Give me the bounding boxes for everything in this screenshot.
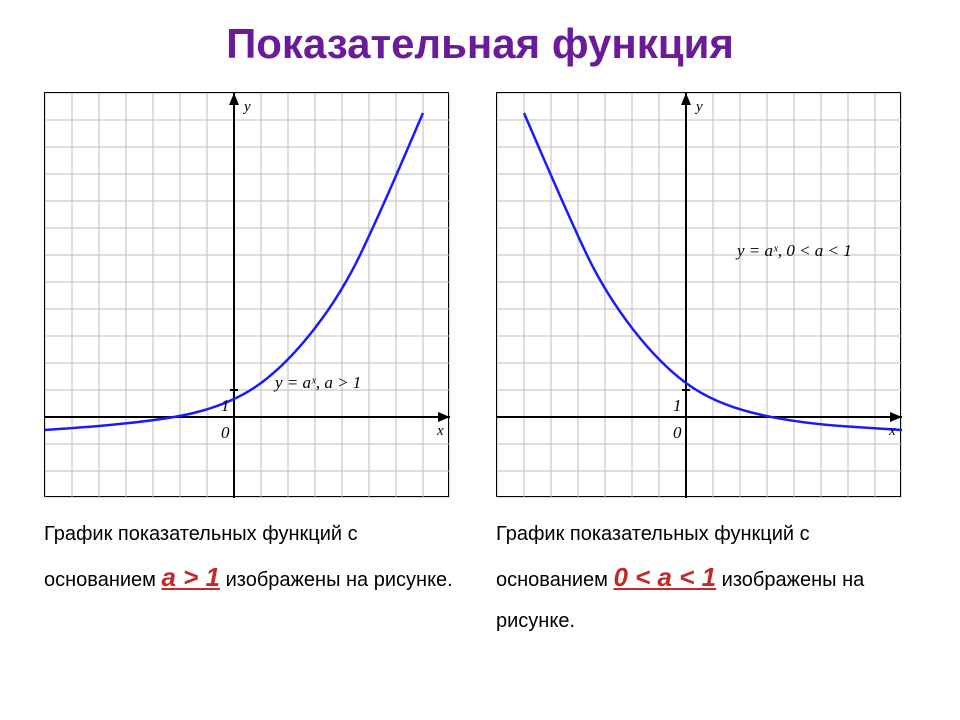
chart-left-caption: График показательных функций с основание… xyxy=(44,515,464,602)
caption-left-suffix: изображены на рисунке. xyxy=(220,569,453,591)
chart-right-formula-label: y = aˣ, 0 < a < 1 xyxy=(737,241,852,261)
chart-right-svg xyxy=(497,93,902,498)
chart-left-tick-1: 1 xyxy=(221,396,230,416)
chart-right-x-axis-label: x xyxy=(889,423,896,440)
chart-right-origin-label: 0 xyxy=(673,423,682,443)
chart-right-y-axis-label: y xyxy=(696,99,703,116)
chart-column-left: y = aˣ, a > 1 1 0 x y График показательн… xyxy=(44,92,464,640)
caption-right-condition: 0 < a < 1 xyxy=(613,562,716,592)
chart-left: y = aˣ, a > 1 1 0 x y xyxy=(44,92,449,497)
caption-left-condition: a > 1 xyxy=(161,562,220,592)
chart-right-caption: График показательных функций с основание… xyxy=(496,515,916,640)
charts-row: y = aˣ, a > 1 1 0 x y График показательн… xyxy=(0,92,960,640)
chart-left-formula-label: y = aˣ, a > 1 xyxy=(275,373,361,393)
chart-left-x-axis-label: x xyxy=(437,423,444,440)
chart-left-svg xyxy=(45,93,450,498)
chart-right: y = aˣ, 0 < a < 1 1 0 x y xyxy=(496,92,901,497)
chart-column-right: y = aˣ, 0 < a < 1 1 0 x y График показат… xyxy=(496,92,916,640)
chart-right-tick-1: 1 xyxy=(673,396,682,416)
chart-left-y-axis-label: y xyxy=(244,99,251,116)
chart-left-origin-label: 0 xyxy=(221,423,230,443)
slide: Показательная функция y = aˣ, a > 1 1 0 … xyxy=(0,0,960,720)
page-title: Показательная функция xyxy=(0,0,960,68)
